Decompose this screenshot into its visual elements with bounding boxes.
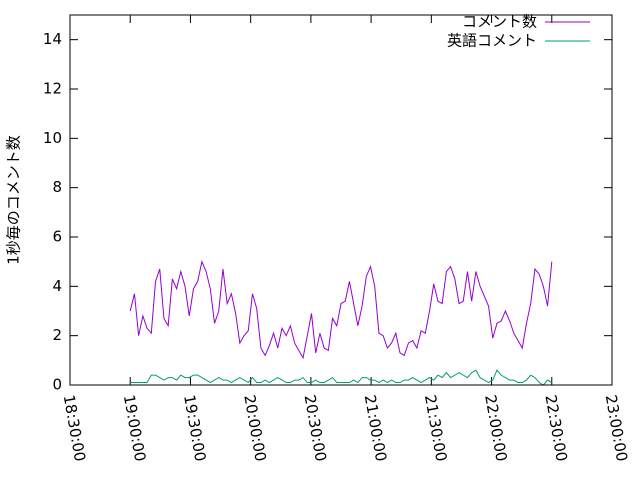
series-line: [129, 260, 553, 360]
plot-border: [69, 14, 613, 386]
legend-label: 英語コメント: [447, 32, 537, 50]
y-tick-label: 12: [43, 80, 62, 98]
y-tick-label: 14: [43, 30, 62, 48]
y-tick-label: 2: [52, 326, 62, 344]
y-tick-label: 6: [52, 228, 62, 246]
y-tick-label: 8: [52, 178, 62, 196]
y-tick-label: 0: [52, 376, 62, 394]
legend-label: コメント数: [462, 13, 537, 31]
y-tick-label: 10: [43, 129, 62, 147]
y-tick-label: 4: [52, 277, 62, 295]
y-axis-label: 1秒毎のコメント数: [5, 135, 23, 265]
series-line: [130, 369, 553, 386]
